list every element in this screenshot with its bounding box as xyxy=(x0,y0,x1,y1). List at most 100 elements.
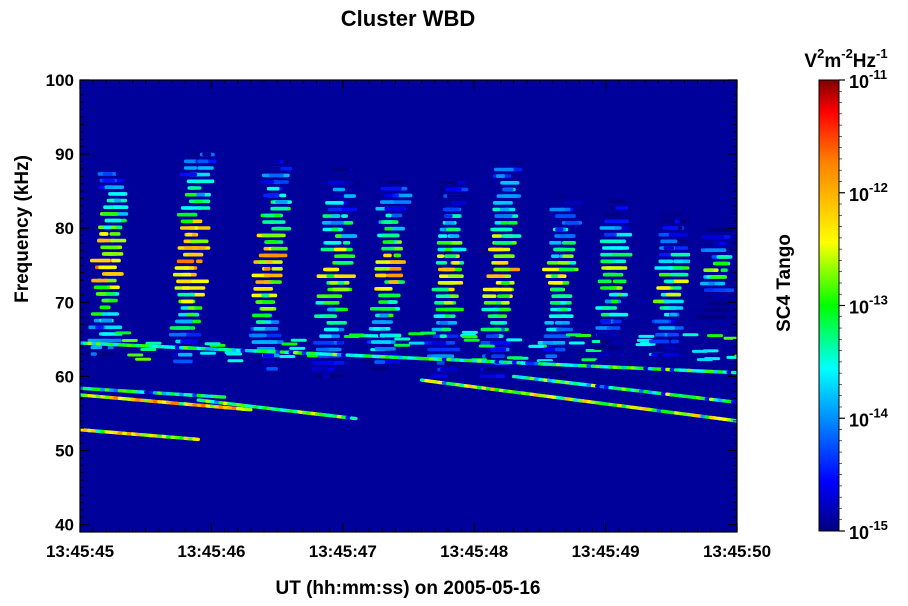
emission-cell xyxy=(319,334,332,338)
emission-cell xyxy=(121,339,138,342)
emission-cell xyxy=(184,259,195,264)
emission-cell xyxy=(436,181,458,185)
emission-cell xyxy=(479,374,497,378)
y-tick-label: 80 xyxy=(55,219,74,238)
emission-cell xyxy=(542,341,554,345)
emission-cell xyxy=(597,279,612,284)
emission-cell xyxy=(381,233,400,238)
emission-cell xyxy=(444,221,455,225)
emission-cell xyxy=(181,286,190,290)
emission-cell xyxy=(444,214,453,218)
emission-cell xyxy=(614,232,633,237)
emission-cell xyxy=(348,333,365,337)
emission-cell xyxy=(374,360,386,364)
emission-cell xyxy=(255,300,265,304)
emission-cell xyxy=(483,301,497,305)
emission-cell xyxy=(607,326,621,330)
emission-cell xyxy=(380,200,395,204)
spectrogram-marks xyxy=(80,152,737,442)
emission-cell xyxy=(95,292,107,296)
emission-cell xyxy=(654,266,674,270)
emission-cell xyxy=(548,334,571,338)
emission-cell xyxy=(280,166,293,171)
emission-cell xyxy=(104,218,122,223)
emission-cell xyxy=(444,187,462,192)
emission-cell xyxy=(665,279,674,284)
emission-cell xyxy=(109,232,121,236)
emission-cell xyxy=(726,355,737,359)
emission-burst xyxy=(363,180,436,371)
emission-cell xyxy=(390,260,406,264)
emission-cell xyxy=(557,294,573,298)
emission-cell xyxy=(436,361,445,365)
emission-cell xyxy=(381,293,390,298)
emission-cell xyxy=(115,172,128,176)
emission-cell xyxy=(501,281,510,285)
emission-cell xyxy=(180,206,203,210)
emission-cell xyxy=(260,180,275,184)
emission-cell xyxy=(691,349,708,353)
chart-title: Cluster WBD xyxy=(341,6,475,31)
emission-cell xyxy=(581,358,598,362)
emission-cell xyxy=(437,254,445,258)
emission-cell xyxy=(602,272,624,277)
x-tick-label: 13:45:46 xyxy=(177,542,245,561)
emission-cell xyxy=(597,352,609,357)
emission-cell xyxy=(135,357,152,361)
emission-cell xyxy=(180,339,199,344)
emission-cell xyxy=(394,337,411,341)
emission-cell xyxy=(392,193,399,198)
emission-cell xyxy=(501,301,510,305)
emission-cell xyxy=(200,351,216,355)
emission-cell xyxy=(649,339,670,344)
emission-cell xyxy=(255,280,271,284)
falling-tone xyxy=(80,428,201,442)
emission-cell xyxy=(556,261,570,265)
emission-cell xyxy=(251,333,267,338)
emission-cell xyxy=(431,341,447,345)
emission-cell xyxy=(611,299,619,304)
emission-cell xyxy=(483,367,505,372)
emission-cell xyxy=(322,374,330,378)
emission-cell xyxy=(262,300,275,304)
emission-cell xyxy=(658,326,675,330)
emission-cell xyxy=(325,241,342,245)
emission-cell xyxy=(703,268,715,272)
emission-cell xyxy=(227,359,244,363)
emission-cell xyxy=(271,220,286,224)
emission-cell xyxy=(562,314,571,318)
emission-cell xyxy=(261,360,276,364)
emission-cell xyxy=(712,228,734,232)
emission-cell xyxy=(330,334,340,338)
emission-cell xyxy=(495,261,509,265)
emission-cell xyxy=(194,199,203,204)
emission-cell xyxy=(658,259,674,264)
emission-cell xyxy=(662,359,674,364)
emission-cell xyxy=(193,179,215,184)
emission-cell xyxy=(549,241,562,245)
emission-cell xyxy=(327,207,342,212)
emission-cell xyxy=(564,221,580,225)
falling-tone xyxy=(80,341,737,375)
emission-cell xyxy=(506,356,523,360)
emission-cell xyxy=(654,319,669,324)
emission-cell xyxy=(381,347,394,351)
emission-cell xyxy=(189,279,209,284)
emission-cell xyxy=(545,354,558,358)
emission-cell xyxy=(419,331,436,335)
emission-cell xyxy=(528,344,545,348)
emission-cell xyxy=(494,167,514,172)
emission-cell xyxy=(493,241,513,245)
emission-cell xyxy=(271,267,283,271)
emission-cell xyxy=(329,281,339,285)
emission-cell xyxy=(204,342,221,346)
emission-cell xyxy=(435,261,448,265)
emission-cell xyxy=(332,287,350,292)
emission-cell xyxy=(329,321,336,325)
emission-cell xyxy=(660,239,678,244)
emission-cell xyxy=(494,221,503,225)
emission-cell xyxy=(667,332,679,337)
emission-cell xyxy=(563,201,584,205)
emission-cell xyxy=(315,347,329,352)
